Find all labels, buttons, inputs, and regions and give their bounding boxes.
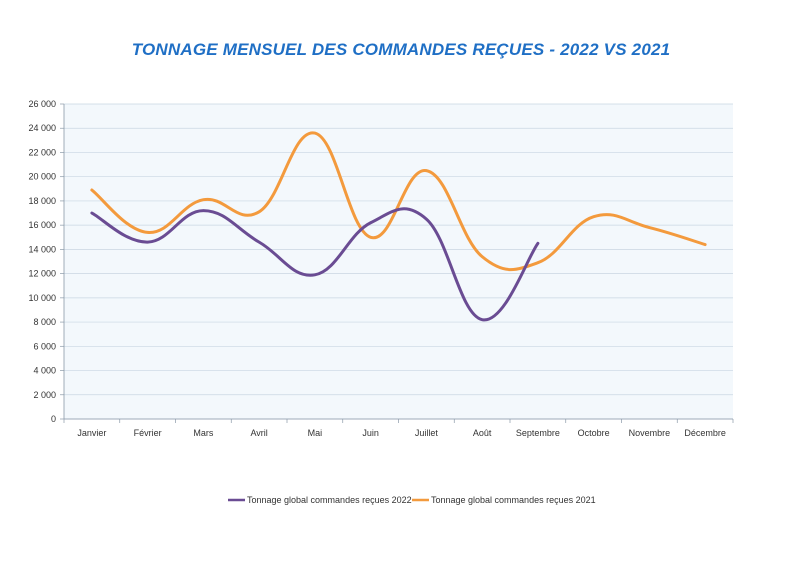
x-tick-label: Juillet	[415, 428, 439, 438]
x-tick-label: Décembre	[684, 428, 726, 438]
y-tick-label: 24 000	[28, 123, 56, 133]
data-point	[425, 217, 428, 221]
y-tick-label: 2 000	[33, 390, 56, 400]
legend-label: Tonnage global commandes reçues 2021	[431, 495, 596, 505]
y-tick-label: 0	[51, 414, 56, 424]
data-point	[648, 226, 651, 229]
y-tick-label: 6 000	[33, 341, 56, 351]
data-point	[146, 240, 149, 244]
chart-title: TONNAGE MENSUEL DES COMMANDES REÇUES - 2…	[131, 40, 671, 59]
x-tick-label: Octobre	[578, 428, 610, 438]
data-point	[202, 198, 205, 201]
y-tick-label: 8 000	[33, 317, 56, 327]
data-point	[369, 221, 372, 224]
x-tick-label: Août	[473, 428, 492, 438]
data-point	[257, 210, 261, 214]
y-tick-label: 16 000	[28, 220, 56, 230]
data-point	[202, 209, 205, 212]
legend: Tonnage global commandes reçues 2022 Tonn…	[228, 495, 596, 505]
gridlines	[64, 103, 733, 420]
y-tick-label: 18 000	[28, 196, 56, 206]
y-tick-label: 26 000	[28, 99, 56, 109]
x-tick-label: Novembre	[629, 428, 671, 438]
series-line-0	[90, 207, 540, 322]
data-point	[90, 188, 94, 192]
plot-area	[64, 104, 733, 419]
x-tick-label: Mai	[308, 428, 323, 438]
data-point	[536, 242, 540, 245]
data-point	[90, 211, 94, 215]
y-axis: 0 2 000 4 000 6 000 8 000 10 000 12 000 14 000 1…	[28, 99, 65, 424]
y-tick-label: 14 000	[28, 244, 56, 254]
legend-label: Tonnage global commandes reçues 2022	[247, 495, 412, 505]
y-tick-label: 22 000	[28, 147, 56, 157]
x-tick-label: Avril	[250, 428, 267, 438]
data-point	[480, 255, 484, 258]
data-point	[425, 169, 428, 172]
x-tick-label: Septembre	[516, 428, 560, 438]
x-axis: Janvier Février Mars Avril Mai Juin Juillet Aoû…	[63, 418, 734, 438]
y-tick-label: 4 000	[33, 366, 56, 376]
y-tick-label: 10 000	[28, 293, 56, 303]
x-tick-label: Mars	[193, 428, 213, 438]
y-tick-label: 12 000	[28, 269, 56, 279]
data-point	[313, 131, 317, 135]
x-tick-label: Janvier	[77, 428, 106, 438]
data-point	[369, 236, 372, 239]
series-group	[90, 131, 707, 322]
x-tick-label: Juin	[362, 428, 379, 438]
data-point	[536, 261, 540, 264]
data-point	[592, 215, 595, 218]
data-point	[146, 231, 149, 234]
data-point	[257, 240, 261, 244]
x-tick-label: Février	[134, 428, 162, 438]
data-point	[313, 273, 317, 277]
data-point	[703, 243, 707, 246]
data-point	[480, 318, 484, 321]
y-tick-label: 20 000	[28, 172, 56, 182]
